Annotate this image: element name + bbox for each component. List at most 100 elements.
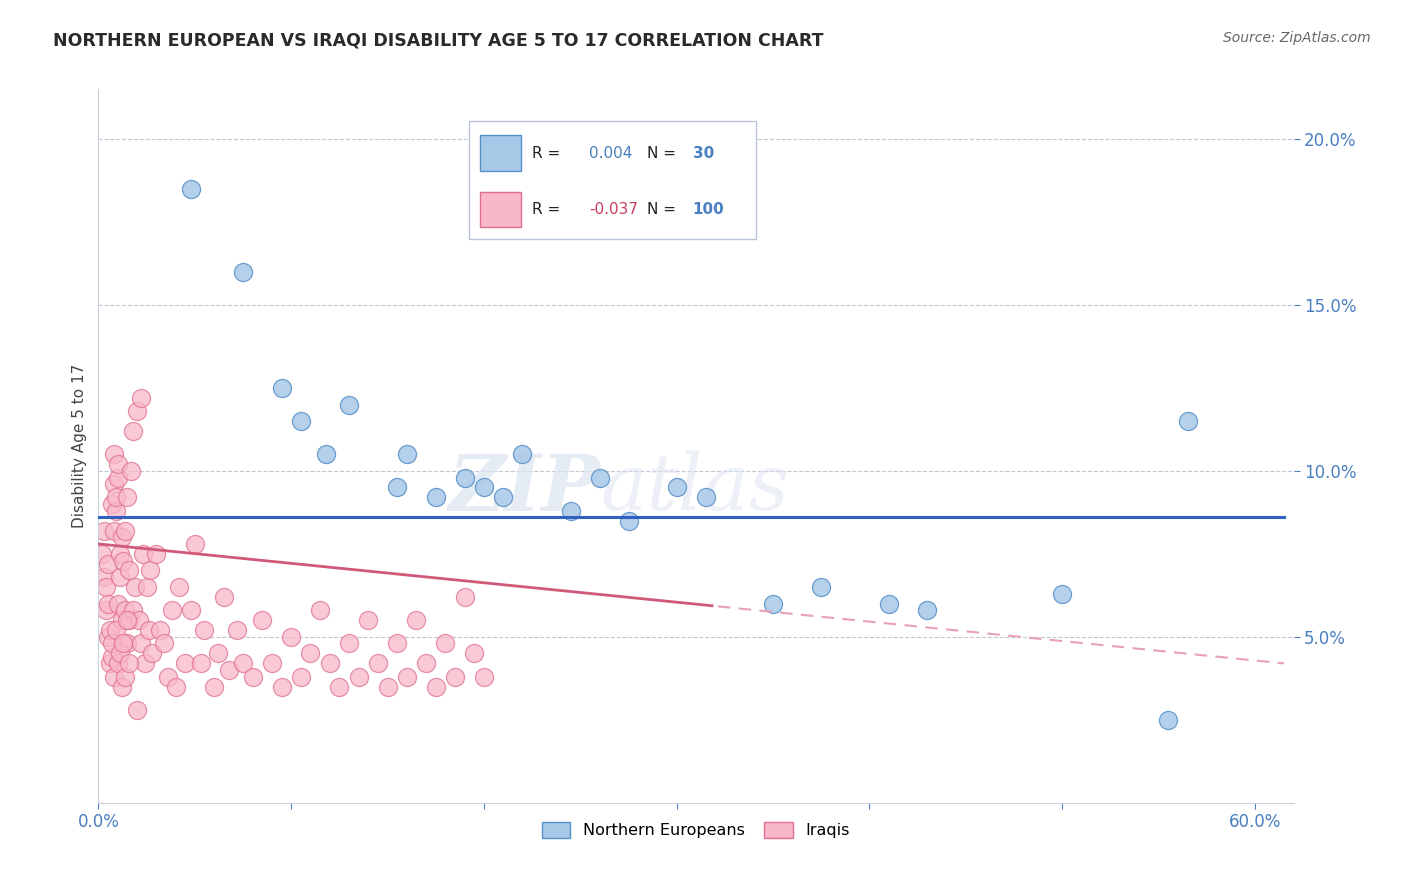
Point <box>165 680 187 694</box>
Point <box>117 491 139 505</box>
Point <box>512 447 534 461</box>
Point <box>207 647 229 661</box>
Point <box>94 580 117 594</box>
Point <box>290 670 312 684</box>
Point <box>103 477 125 491</box>
Point <box>425 491 447 505</box>
Point <box>118 564 141 578</box>
Point <box>472 670 495 684</box>
Point <box>232 657 254 671</box>
Point <box>120 464 142 478</box>
Point <box>156 670 179 684</box>
Point <box>315 447 337 461</box>
Point <box>617 514 640 528</box>
Point <box>98 624 121 638</box>
Point <box>1177 414 1199 428</box>
Point <box>101 497 124 511</box>
Point <box>1157 713 1180 727</box>
Point <box>93 524 115 538</box>
Point <box>160 603 183 617</box>
Point <box>107 470 129 484</box>
Point <box>125 404 148 418</box>
Point <box>97 630 120 644</box>
Point <box>242 670 264 684</box>
Point <box>226 624 249 638</box>
Point <box>122 603 145 617</box>
Text: ZIP: ZIP <box>449 450 600 527</box>
Point <box>104 624 127 638</box>
Point <box>117 636 139 650</box>
Point <box>118 613 141 627</box>
Point <box>125 703 148 717</box>
Point <box>112 636 135 650</box>
Point <box>280 630 302 644</box>
Point <box>319 657 342 671</box>
Text: atlas: atlas <box>600 450 789 527</box>
Point <box>810 580 832 594</box>
Point <box>762 597 785 611</box>
Point <box>114 603 136 617</box>
Point <box>103 447 125 461</box>
Point <box>108 570 131 584</box>
Point <box>328 680 350 694</box>
Point <box>108 547 131 561</box>
Point <box>174 657 197 671</box>
Point <box>180 182 202 196</box>
Point <box>453 470 475 484</box>
Point <box>270 680 292 694</box>
Point <box>385 481 409 495</box>
Point <box>97 597 120 611</box>
Point <box>110 530 132 544</box>
Point <box>202 680 225 694</box>
Point <box>453 590 475 604</box>
Point <box>367 657 389 671</box>
Point <box>588 470 610 484</box>
Point <box>103 670 125 684</box>
Point <box>117 613 139 627</box>
Point <box>104 491 127 505</box>
Point <box>260 657 283 671</box>
Point <box>98 657 121 671</box>
Point <box>357 613 380 627</box>
Legend: Northern Europeans, Iraqis: Northern Europeans, Iraqis <box>536 815 856 845</box>
Point <box>290 414 312 428</box>
Point <box>385 636 409 650</box>
Point <box>337 397 360 411</box>
Point <box>118 657 141 671</box>
Point <box>101 636 124 650</box>
Point <box>134 657 156 671</box>
Point <box>184 537 207 551</box>
Point <box>917 603 939 617</box>
Point <box>145 547 167 561</box>
Point <box>425 680 447 694</box>
Point <box>434 636 457 650</box>
Point <box>395 447 418 461</box>
Point <box>122 424 145 438</box>
Point <box>93 570 115 584</box>
Point <box>492 491 515 505</box>
Point <box>108 647 131 661</box>
Point <box>1050 587 1073 601</box>
Y-axis label: Disability Age 5 to 17: Disability Age 5 to 17 <box>72 364 87 528</box>
Point <box>337 636 360 650</box>
Point <box>97 557 120 571</box>
Point <box>107 657 129 671</box>
Point <box>444 670 467 684</box>
Point <box>877 597 900 611</box>
Point <box>104 504 127 518</box>
Point <box>129 391 152 405</box>
Point <box>193 624 215 638</box>
Point <box>91 547 114 561</box>
Point <box>665 481 688 495</box>
Point <box>112 636 135 650</box>
Point <box>309 603 332 617</box>
Point <box>138 624 160 638</box>
Point <box>110 680 132 694</box>
Point <box>149 624 172 638</box>
Point <box>169 580 191 594</box>
Point <box>124 580 146 594</box>
Point <box>103 524 125 538</box>
Point <box>180 603 202 617</box>
Point <box>218 663 240 677</box>
Text: NORTHERN EUROPEAN VS IRAQI DISABILITY AGE 5 TO 17 CORRELATION CHART: NORTHERN EUROPEAN VS IRAQI DISABILITY AG… <box>53 31 824 49</box>
